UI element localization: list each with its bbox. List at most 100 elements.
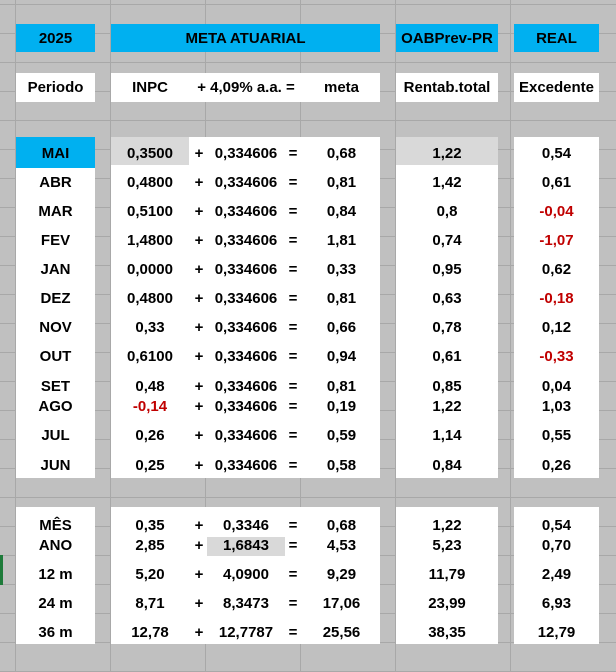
- summary-rate-cell[interactable]: 12,7787: [218, 623, 274, 641]
- monthly-meta-cell[interactable]: 0,81: [326, 377, 357, 395]
- monthly-excedente-cell[interactable]: 1,03: [541, 397, 572, 415]
- monthly-inpc-cell[interactable]: 0,4800: [127, 173, 173, 191]
- summary-rate-cell[interactable]: 0,3346: [223, 516, 269, 534]
- summary-rentab-cell[interactable]: 11,79: [428, 565, 466, 583]
- monthly-inpc-cell[interactable]: 0,25: [135, 456, 165, 474]
- selected-period-cell[interactable]: [16, 137, 95, 168]
- monthly-inpc-cell[interactable]: 0,4800: [127, 289, 173, 307]
- monthly-excedente-cell[interactable]: 0,26: [541, 456, 572, 474]
- monthly-meta-cell[interactable]: 0,81: [326, 173, 357, 191]
- summary-rentab-cell[interactable]: 38,35: [428, 623, 466, 641]
- monthly-rate-cell[interactable]: 0,334606: [214, 289, 278, 307]
- monthly-inpc-cell[interactable]: 0,33: [135, 318, 165, 336]
- monthly-excedente-cell[interactable]: 0,04: [541, 377, 572, 395]
- monthly-meta-cell[interactable]: 0,84: [326, 202, 357, 220]
- summary-rentab-cell[interactable]: 1,22: [432, 516, 462, 534]
- monthly-meta-cell[interactable]: 0,58: [326, 456, 357, 474]
- meta-atuarial-header-cell[interactable]: [111, 24, 380, 52]
- monthly-rate-cell[interactable]: 0,334606: [214, 173, 278, 191]
- monthly-periodo-cell[interactable]: JUN: [40, 456, 71, 474]
- year-header-cell[interactable]: [16, 24, 95, 52]
- monthly-meta-cell[interactable]: 0,66: [326, 318, 357, 336]
- monthly-inpc-cell[interactable]: 0,26: [135, 426, 165, 444]
- monthly-rentab-cell[interactable]: 0,84: [432, 456, 462, 474]
- monthly-inpc-cell[interactable]: 0,0000: [127, 260, 173, 278]
- summary-periodo-cell[interactable]: MÊS: [39, 516, 72, 534]
- monthly-rentab-cell[interactable]: 0,74: [432, 231, 462, 249]
- summary-periodo-cell[interactable]: 12 m: [38, 565, 73, 583]
- monthly-rentab-cell[interactable]: 0,85: [432, 377, 462, 395]
- monthly-periodo-cell[interactable]: FEV: [40, 231, 71, 249]
- summary-excedente-cell[interactable]: 12,79: [537, 623, 576, 641]
- monthly-rate-cell[interactable]: 0,334606: [214, 347, 278, 365]
- real-header-cell[interactable]: [514, 24, 599, 52]
- monthly-inpc-cell[interactable]: 0,6100: [127, 347, 173, 365]
- monthly-excedente-cell[interactable]: 0,55: [541, 426, 572, 444]
- summary-rentab-cell[interactable]: 23,99: [428, 594, 466, 612]
- monthly-rate-cell[interactable]: 0,334606: [214, 426, 278, 444]
- monthly-excedente-cell[interactable]: 0,61: [541, 173, 572, 191]
- monthly-excedente-cell[interactable]: 0,54: [541, 144, 572, 162]
- monthly-meta-cell[interactable]: 1,81: [326, 231, 357, 249]
- summary-excedente-cell[interactable]: 6,93: [541, 594, 572, 612]
- summary-inpc-cell[interactable]: 12,78: [131, 623, 169, 641]
- summary-periodo-cell[interactable]: 36 m: [38, 623, 73, 641]
- summary-rate-cell[interactable]: 8,3473: [223, 594, 269, 612]
- summary-rate-cell[interactable]: 1,6843: [223, 536, 269, 554]
- monthly-rentab-cell[interactable]: 0,61: [432, 347, 462, 365]
- summary-excedente-cell[interactable]: 2,49: [541, 565, 572, 583]
- monthly-meta-cell[interactable]: 0,81: [326, 289, 357, 307]
- rentab-label-cell[interactable]: [396, 73, 498, 102]
- monthly-excedente-cell[interactable]: 0,62: [541, 260, 572, 278]
- monthly-periodo-cell[interactable]: ABR: [39, 173, 72, 191]
- summary-rate-cell[interactable]: 4,0900: [223, 565, 269, 583]
- summary-periodo-cell[interactable]: ANO: [38, 536, 73, 554]
- monthly-rentab-cell[interactable]: 0,78: [432, 318, 462, 336]
- monthly-rentab-cell[interactable]: 1,42: [432, 173, 462, 191]
- monthly-meta-cell[interactable]: 0,33: [326, 260, 357, 278]
- monthly-periodo-cell[interactable]: OUT: [39, 347, 72, 365]
- monthly-rentab-cell[interactable]: 1,14: [432, 426, 462, 444]
- monthly-meta-cell[interactable]: 0,19: [326, 397, 357, 415]
- monthly-inpc-cell[interactable]: -0,14: [132, 397, 168, 415]
- monthly-inpc-cell[interactable]: 1,4800: [127, 231, 173, 249]
- summary-inpc-cell[interactable]: 8,71: [135, 594, 165, 612]
- summary-meta-cell[interactable]: 25,56: [322, 623, 361, 641]
- monthly-periodo-cell[interactable]: JUL: [41, 426, 70, 444]
- monthly-rate-cell[interactable]: 0,334606: [214, 202, 278, 220]
- summary-meta-cell[interactable]: 9,29: [326, 565, 357, 583]
- monthly-rentab-cell[interactable]: 0,63: [432, 289, 462, 307]
- monthly-rate-cell[interactable]: 0,334606: [214, 318, 278, 336]
- monthly-excedente-cell[interactable]: -1,07: [539, 231, 574, 249]
- monthly-rentab-cell[interactable]: 1,22: [432, 397, 462, 415]
- summary-rentab-cell[interactable]: 5,23: [432, 536, 462, 554]
- monthly-rentab-cell[interactable]: 0,95: [432, 260, 462, 278]
- meta-label-cell[interactable]: [111, 73, 380, 102]
- monthly-excedente-cell[interactable]: -0,18: [539, 289, 574, 307]
- monthly-periodo-cell[interactable]: NOV: [39, 318, 72, 336]
- monthly-rentab-cell[interactable]: 0,8: [436, 202, 458, 220]
- monthly-rate-cell[interactable]: 0,334606: [214, 397, 278, 415]
- summary-meta-cell[interactable]: 0,68: [326, 516, 357, 534]
- monthly-periodo-cell[interactable]: JAN: [40, 260, 71, 278]
- monthly-inpc-cell[interactable]: 0,5100: [127, 202, 173, 220]
- monthly-meta-cell[interactable]: 0,94: [326, 347, 357, 365]
- monthly-rentab-cell[interactable]: 1,22: [432, 144, 462, 162]
- summary-inpc-cell[interactable]: 5,20: [135, 565, 165, 583]
- excedente-label-cell[interactable]: [514, 73, 599, 102]
- summary-excedente-cell[interactable]: 0,70: [541, 536, 572, 554]
- monthly-rate-cell[interactable]: 0,334606: [214, 144, 278, 162]
- monthly-rate-cell[interactable]: 0,334606: [214, 231, 278, 249]
- monthly-excedente-cell[interactable]: -0,33: [539, 347, 574, 365]
- monthly-excedente-cell[interactable]: 0,12: [541, 318, 572, 336]
- monthly-periodo-cell[interactable]: SET: [40, 377, 71, 395]
- periodo-label-cell[interactable]: [16, 73, 95, 102]
- monthly-rate-cell[interactable]: 0,334606: [214, 260, 278, 278]
- summary-periodo-cell[interactable]: 24 m: [38, 594, 73, 612]
- summary-meta-cell[interactable]: 4,53: [326, 536, 357, 554]
- summary-inpc-cell[interactable]: 2,85: [135, 536, 165, 554]
- summary-inpc-cell[interactable]: 0,35: [135, 516, 165, 534]
- summary-meta-cell[interactable]: 17,06: [322, 594, 361, 612]
- monthly-rate-cell[interactable]: 0,334606: [214, 456, 278, 474]
- oabprev-header-cell[interactable]: [396, 24, 498, 52]
